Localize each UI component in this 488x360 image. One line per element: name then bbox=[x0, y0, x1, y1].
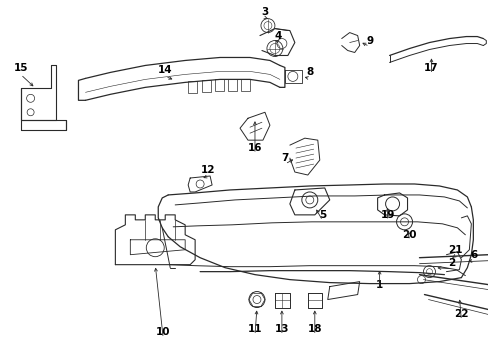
Text: 1: 1 bbox=[375, 280, 383, 289]
Text: 2: 2 bbox=[447, 258, 454, 268]
Text: 15: 15 bbox=[13, 63, 28, 73]
Text: 4: 4 bbox=[274, 31, 281, 41]
Text: 12: 12 bbox=[201, 165, 215, 175]
Text: 6: 6 bbox=[470, 250, 477, 260]
Bar bbox=[188, 81, 197, 93]
Text: 22: 22 bbox=[453, 310, 468, 319]
Text: 19: 19 bbox=[380, 210, 394, 220]
Text: 21: 21 bbox=[447, 245, 462, 255]
Text: 7: 7 bbox=[281, 153, 288, 163]
Text: 5: 5 bbox=[319, 210, 325, 220]
Bar bbox=[215, 80, 224, 91]
Text: 3: 3 bbox=[261, 6, 268, 17]
Text: 13: 13 bbox=[274, 324, 288, 334]
Bar bbox=[202, 80, 211, 92]
Text: 20: 20 bbox=[402, 230, 416, 240]
Text: 17: 17 bbox=[423, 63, 438, 73]
Text: 11: 11 bbox=[247, 324, 262, 334]
Text: 9: 9 bbox=[366, 36, 372, 46]
Text: 18: 18 bbox=[307, 324, 322, 334]
Text: 14: 14 bbox=[158, 66, 172, 76]
Bar bbox=[227, 80, 237, 91]
Text: 8: 8 bbox=[305, 67, 313, 77]
Bar bbox=[241, 80, 249, 91]
Text: 10: 10 bbox=[156, 327, 170, 337]
Text: 16: 16 bbox=[247, 143, 262, 153]
